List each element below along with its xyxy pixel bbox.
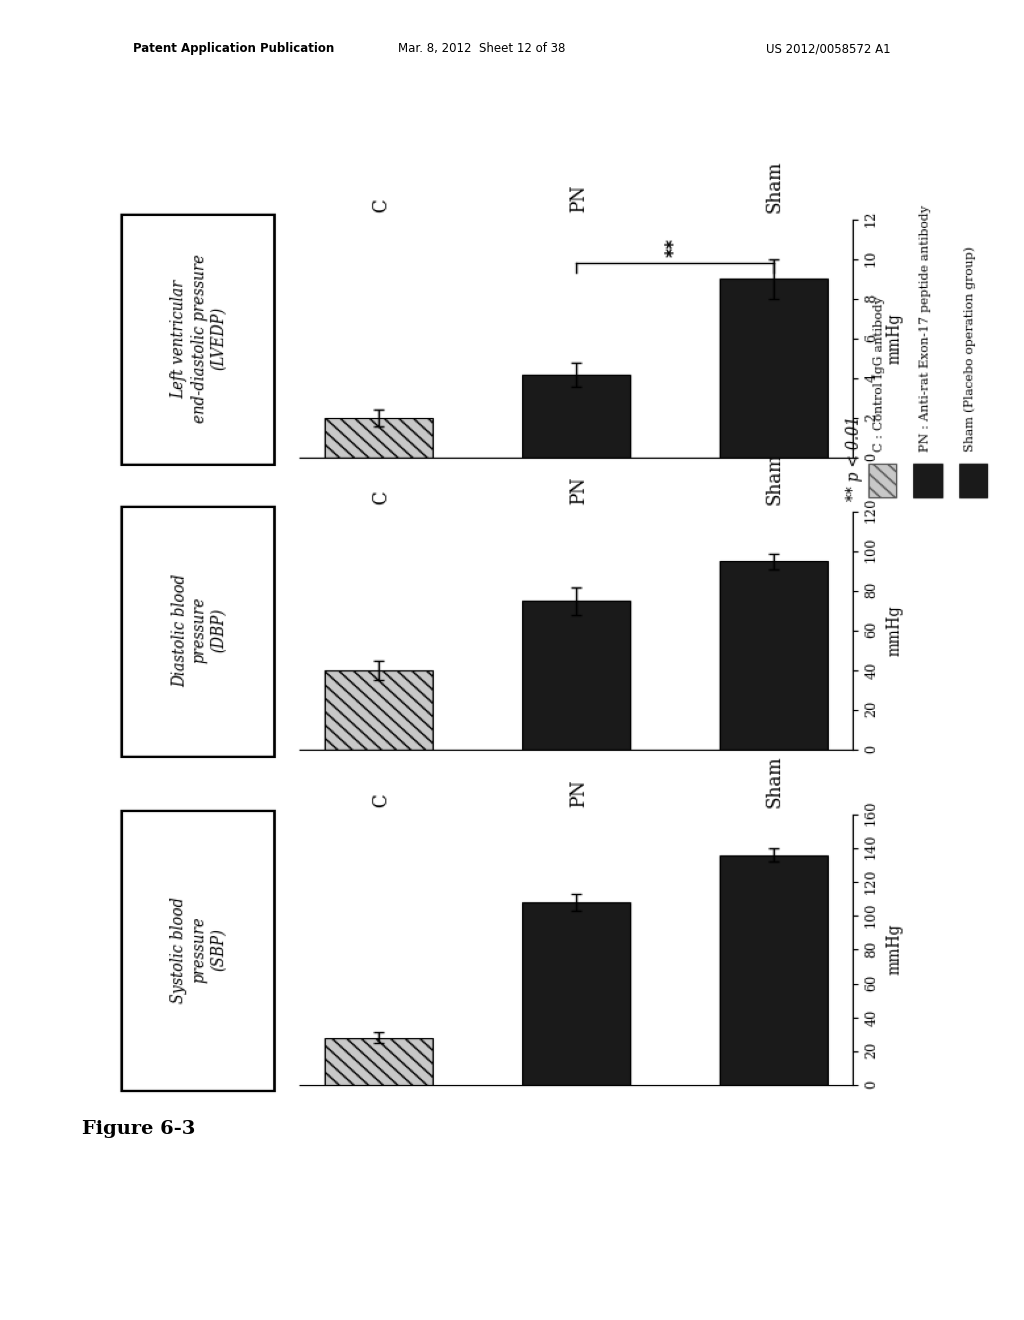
Text: Mar. 8, 2012  Sheet 12 of 38: Mar. 8, 2012 Sheet 12 of 38: [397, 42, 565, 55]
Text: US 2012/0058572 A1: US 2012/0058572 A1: [766, 42, 891, 55]
Text: Patent Application Publication: Patent Application Publication: [133, 42, 335, 55]
Text: Figure 6-3: Figure 6-3: [82, 1119, 196, 1138]
